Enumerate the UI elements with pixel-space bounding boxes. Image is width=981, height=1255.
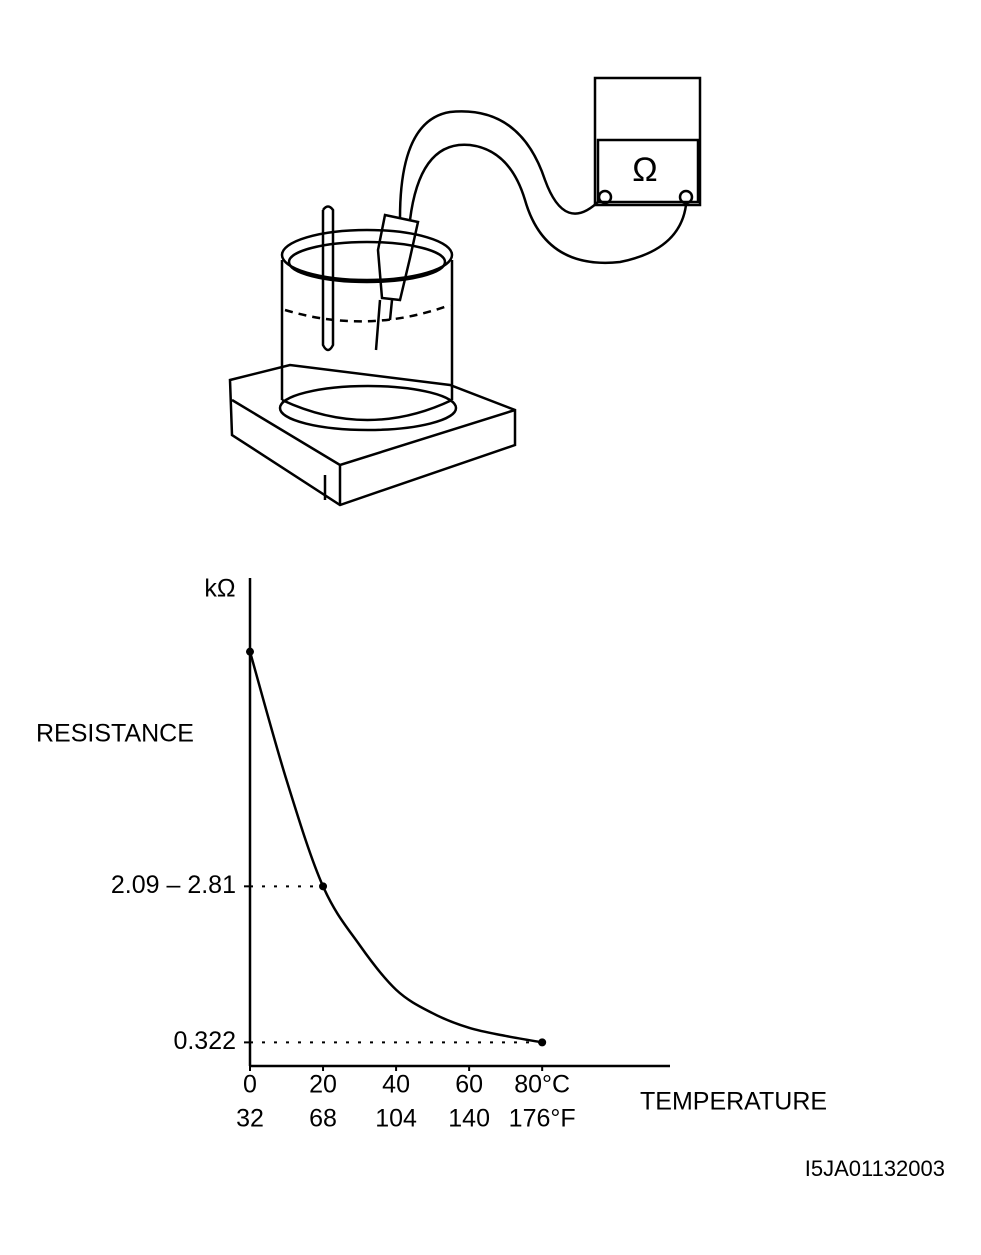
wire bbox=[398, 110, 601, 219]
beaker-rim-inner bbox=[287, 240, 447, 284]
y-unit: kΩ bbox=[204, 575, 235, 603]
point bbox=[246, 647, 254, 656]
ohmmeter bbox=[593, 76, 702, 207]
beaker-rim bbox=[280, 228, 454, 282]
point bbox=[319, 882, 328, 891]
x2-tick-label: 104 bbox=[375, 1105, 417, 1133]
terminal bbox=[678, 189, 694, 205]
y-tick-label: 0.322 bbox=[173, 1027, 236, 1055]
x-tick-label: 20 bbox=[309, 1071, 337, 1099]
x-tick-label: 40 bbox=[382, 1071, 410, 1099]
hot-plate bbox=[228, 363, 517, 507]
terminal bbox=[597, 189, 613, 205]
figure-id: I5JA01132003 bbox=[805, 1156, 945, 1181]
x-tick-label: 80°C bbox=[514, 1071, 570, 1099]
beaker-bottom bbox=[281, 398, 453, 422]
sensor bbox=[376, 213, 420, 302]
point bbox=[538, 1038, 547, 1047]
x2-tick-label: 140 bbox=[448, 1105, 490, 1133]
beaker-side bbox=[280, 260, 454, 400]
wire bbox=[408, 143, 688, 265]
chart: kΩ RESISTANCE TEMPERATURE I5JA01132003 bbox=[36, 575, 945, 1181]
x-tick-label: 0 bbox=[243, 1071, 257, 1099]
illustration: Ω bbox=[228, 76, 702, 507]
x-axis-label: TEMPERATURE bbox=[640, 1088, 827, 1116]
ohmmeter-face bbox=[596, 138, 700, 204]
x2-tick-label: 68 bbox=[309, 1105, 337, 1133]
ohmmeter-symbol: Ω bbox=[632, 151, 657, 189]
x-tick-label: 60 bbox=[455, 1071, 483, 1099]
water-line bbox=[284, 303, 451, 323]
curve bbox=[248, 651, 543, 1044]
sensor-tip bbox=[374, 299, 394, 351]
hot-plate-edge bbox=[231, 398, 516, 505]
x2-tick-label: 32 bbox=[236, 1105, 264, 1133]
x2-tick-label: 176°F bbox=[509, 1105, 576, 1133]
y-tick-label: 2.09 – 2.81 bbox=[111, 871, 236, 899]
y-axis-label: RESISTANCE bbox=[36, 720, 194, 748]
thermometer bbox=[321, 205, 335, 352]
beaker-foot bbox=[278, 384, 458, 432]
